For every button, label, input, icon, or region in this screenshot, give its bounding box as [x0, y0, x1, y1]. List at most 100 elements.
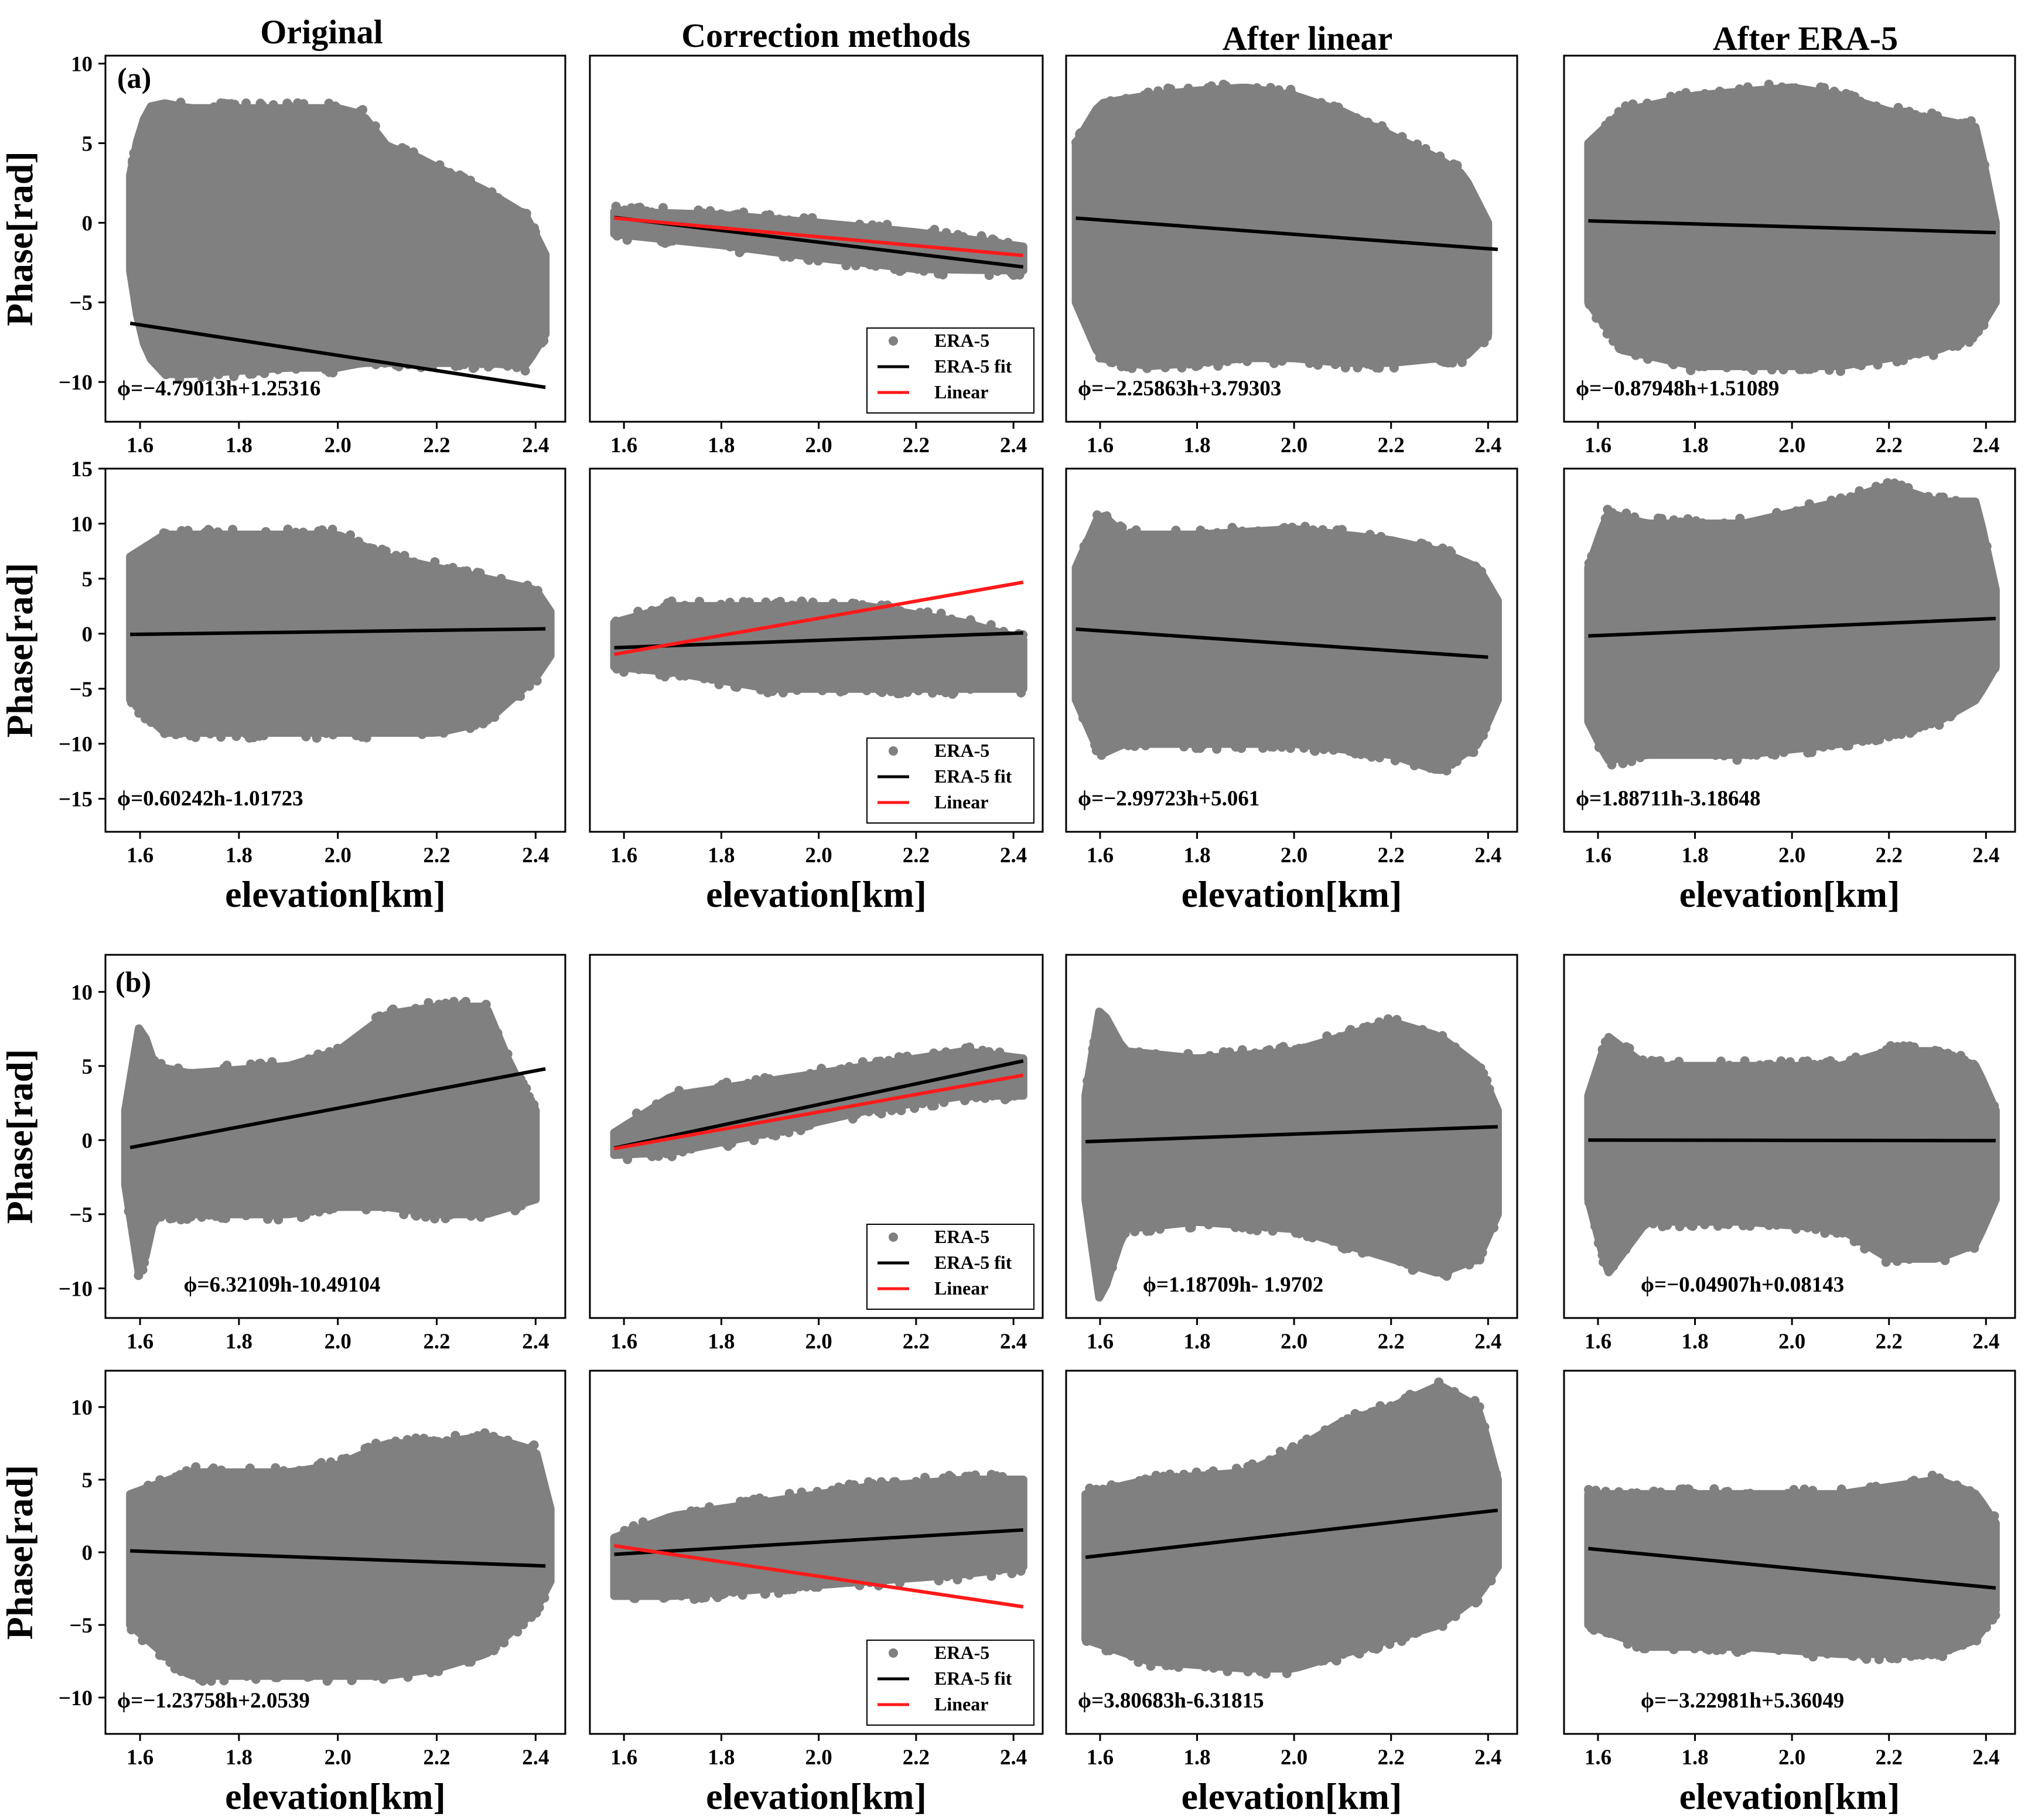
scatter-point	[1449, 1387, 1459, 1396]
scatter-point	[1183, 87, 1193, 97]
scatter-point	[1927, 1650, 1937, 1659]
scatter-point	[1719, 518, 1729, 528]
legend-label: ERA-5 fit	[934, 1252, 1012, 1273]
scatter-point	[1869, 732, 1878, 742]
scatter-point	[1648, 1219, 1658, 1228]
scatter-point	[1674, 91, 1684, 100]
era5-fit-line	[130, 627, 546, 637]
scatter-point	[1308, 525, 1318, 535]
x-tick-label: 2.2	[1876, 1330, 1903, 1354]
scatter-point	[219, 103, 229, 112]
scatter-point	[138, 1265, 148, 1275]
x-tick-label: 2.4	[1000, 1746, 1027, 1770]
scatter-point	[1126, 1651, 1136, 1661]
scatter-point	[741, 1497, 751, 1507]
scatter-point	[1268, 1226, 1278, 1236]
scatter-point	[694, 205, 704, 215]
scatter-point	[1952, 1480, 1962, 1490]
scatter-point	[1584, 1197, 1594, 1207]
scatter-point	[1450, 1611, 1460, 1621]
scatter-point	[1841, 88, 1851, 98]
scatter-point	[1624, 1043, 1634, 1053]
scatter-point	[1146, 1661, 1156, 1671]
scatter-point	[1212, 528, 1222, 538]
scatter-point	[1316, 1656, 1326, 1666]
scatter-point	[1412, 139, 1422, 149]
legend-marker-era5	[889, 336, 898, 346]
scatter-point	[1319, 745, 1329, 754]
scatter-point	[1790, 83, 1800, 93]
linear-fit-line	[614, 1073, 1024, 1150]
scatter-point	[729, 210, 739, 220]
panel-a2-original: 1.6 1.8 2.0 2.2 2.4 −15 −10 −5 0 5 10 15 Phase[rad] e…	[0, 457, 566, 915]
y-tick-label: −10	[59, 1686, 93, 1710]
scatter-point	[1103, 515, 1113, 525]
scatter-point	[313, 1049, 323, 1059]
panels-group: 1.6 1.8 2.0 2.2 2.4 −10 −5 0 5 10 Phase[rad] ϕ=−4.7…	[0, 53, 2016, 1817]
scatter-point	[827, 1486, 837, 1495]
plot-area	[1081, 1008, 1502, 1302]
scatter-point	[784, 1488, 794, 1498]
scatter-point	[774, 214, 784, 224]
scatter-point	[231, 732, 241, 741]
scatter-point	[807, 213, 817, 223]
scatter-point	[1982, 541, 1992, 551]
scatter-point	[795, 1582, 804, 1592]
x-tick-label: 1.6	[1585, 1746, 1611, 1770]
x-tick-label: 2.2	[1378, 844, 1405, 868]
scatter-point	[399, 1210, 409, 1220]
scatter-point	[780, 249, 790, 259]
scatter-point	[1098, 1484, 1108, 1494]
scatter-point	[1621, 1245, 1631, 1255]
x-tick-label: 2.0	[1778, 844, 1805, 868]
legend-label: Linear	[934, 791, 988, 812]
scatter-point	[913, 686, 923, 695]
scatter-point	[1688, 1221, 1698, 1231]
scatter-point	[1920, 721, 1930, 730]
scatter-point	[1376, 532, 1386, 541]
scatter-point	[1396, 1636, 1406, 1646]
scatter-point	[1873, 360, 1883, 370]
era5-fit-line	[1075, 627, 1488, 659]
scatter-point	[718, 1590, 728, 1600]
scatter-point	[269, 101, 279, 111]
scatter-point	[1409, 1628, 1419, 1638]
scatter-point	[1743, 1643, 1753, 1653]
scatter-point	[976, 231, 986, 241]
scatter-point	[176, 1215, 186, 1225]
scatter-point	[298, 527, 308, 537]
scatter-point	[1238, 1223, 1248, 1232]
scatter-point	[658, 203, 668, 213]
legend: ERA-5 ERA-5 fit Linear	[866, 1224, 1034, 1310]
scatter-point	[1250, 1048, 1260, 1058]
scatter-point	[1585, 299, 1594, 309]
scatter-point	[1700, 89, 1710, 98]
plot-area	[121, 996, 546, 1281]
scatter-point	[1724, 1060, 1734, 1070]
scatter-point	[493, 1028, 503, 1038]
scatter-point	[1208, 1663, 1218, 1673]
scatter-point	[322, 1676, 332, 1686]
scatter-edge-points	[127, 524, 542, 743]
plot-frame	[589, 1370, 1044, 1735]
x-tick-label: 1.8	[708, 1330, 735, 1354]
panel-a1-original: 1.6 1.8 2.0 2.2 2.4 −10 −5 0 5 10 Phase[rad] ϕ=−4.7…	[0, 53, 566, 457]
x-tick-label: 1.8	[1183, 844, 1210, 868]
scatter-point	[1435, 151, 1445, 161]
scatter-point	[1590, 1221, 1600, 1231]
y-tick-label: −5	[69, 291, 93, 315]
scatter-point	[1320, 1425, 1330, 1435]
scatter-point	[1479, 1068, 1488, 1078]
scatter-point	[1675, 1484, 1685, 1494]
panel-b1-correction: 1.6 1.8 2.0 2.2 2.4 ERA-5 ERA-5 fit Linear	[589, 954, 1044, 1354]
scatter-point	[1183, 1049, 1193, 1058]
x-tick-label: 2.4	[522, 433, 549, 457]
scatter-point	[312, 733, 322, 743]
scatter-point	[476, 572, 486, 581]
scatter-point	[1732, 755, 1742, 765]
scatter-point	[205, 729, 215, 739]
scatter-point	[1881, 1257, 1891, 1267]
fit-equation: ϕ=1.18709h- 1.9702	[1143, 1273, 1323, 1297]
scatter-point	[1423, 541, 1433, 551]
x-tick-label: 1.8	[1681, 433, 1708, 457]
